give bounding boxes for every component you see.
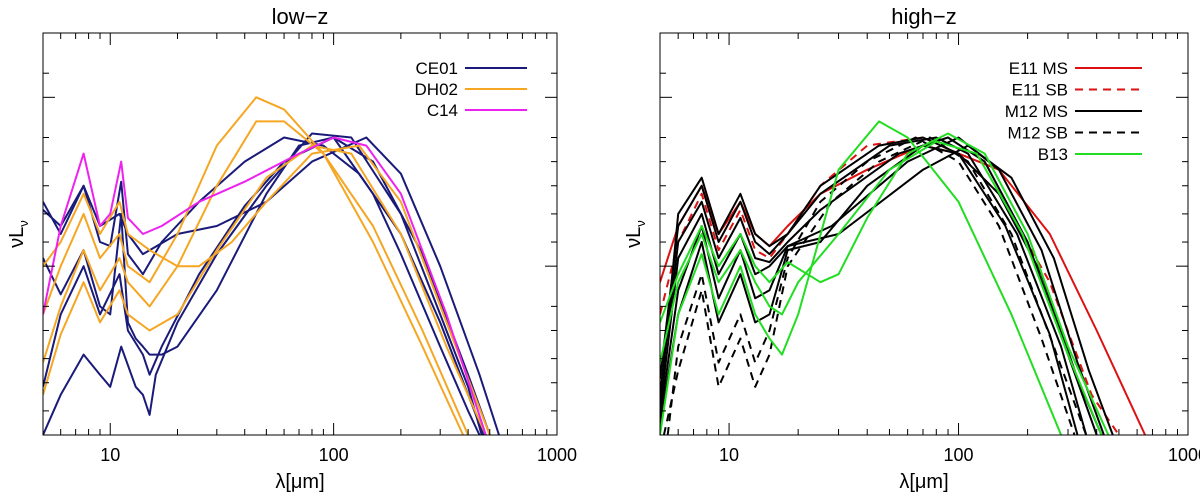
series-group	[43, 96, 500, 435]
series-line-m12-ms-4	[660, 136, 1098, 435]
legend: E11 MS E11 SB M12 MS M12 SB B13	[1005, 59, 1142, 164]
x-axis-label: λ[μm]	[899, 471, 948, 493]
series-line-m12-sb-9	[662, 136, 1088, 435]
x-tick-label: 100	[319, 445, 349, 465]
series-line-dh02-8	[43, 144, 491, 435]
series-line-m12-sb-8	[666, 136, 1076, 435]
panel-high-z: 10 100 1000 high−z λ[μm] νLν E11 MS E11 SB M12 M…	[623, 4, 1200, 493]
x-tick-label: 1000	[537, 445, 577, 465]
legend-label: C14	[427, 101, 458, 120]
series-line-b13-12	[660, 140, 1103, 435]
legend-label: E11 MS	[1009, 59, 1068, 78]
series-line-ce01-0	[43, 136, 481, 435]
legend-label: M12 SB	[1008, 124, 1068, 143]
y-axis-label: νLν	[6, 220, 31, 248]
x-axis-label: λ[μm]	[275, 471, 324, 493]
legend: CE01 DH02 C14	[415, 59, 527, 120]
plot-frame	[659, 32, 1189, 436]
legend-label: B13	[1038, 145, 1068, 164]
legend-label: DH02	[415, 80, 458, 99]
legend-label: M12 MS	[1005, 102, 1068, 121]
series-line-c14-9	[43, 136, 487, 435]
series-line-ce01-4	[43, 136, 491, 435]
series-line-b13-11	[660, 132, 1110, 435]
panel-low-z: 10 100 1000 low−z λ[μm] νLν CE01 DH02 C14	[6, 4, 577, 493]
x-tick-label: 10	[100, 445, 120, 465]
series-line-m12-ms-7	[660, 144, 1103, 435]
series-line-dh02-6	[43, 120, 470, 435]
series-line-ce01-3	[43, 136, 500, 435]
y-axis-label: νLν	[623, 220, 648, 248]
panel-title: low−z	[272, 4, 329, 29]
series-line-dh02-5	[43, 96, 465, 435]
legend-label: E11 SB	[1012, 81, 1068, 100]
x-tick-label: 1000	[1168, 445, 1200, 465]
series-line-m12-ms-3	[660, 136, 1088, 435]
series-line-ce01-2	[43, 132, 483, 435]
series-line-b13-10	[660, 120, 1063, 435]
x-tick-label: 10	[719, 445, 739, 465]
series-line-dh02-7	[43, 144, 487, 435]
panel-title: high−z	[891, 4, 956, 29]
series-line-m12-ms-2	[660, 136, 1079, 435]
x-tick-label: 100	[944, 445, 974, 465]
legend-label: CE01	[415, 59, 458, 78]
series-group	[660, 120, 1147, 435]
plot-frame	[42, 32, 558, 436]
